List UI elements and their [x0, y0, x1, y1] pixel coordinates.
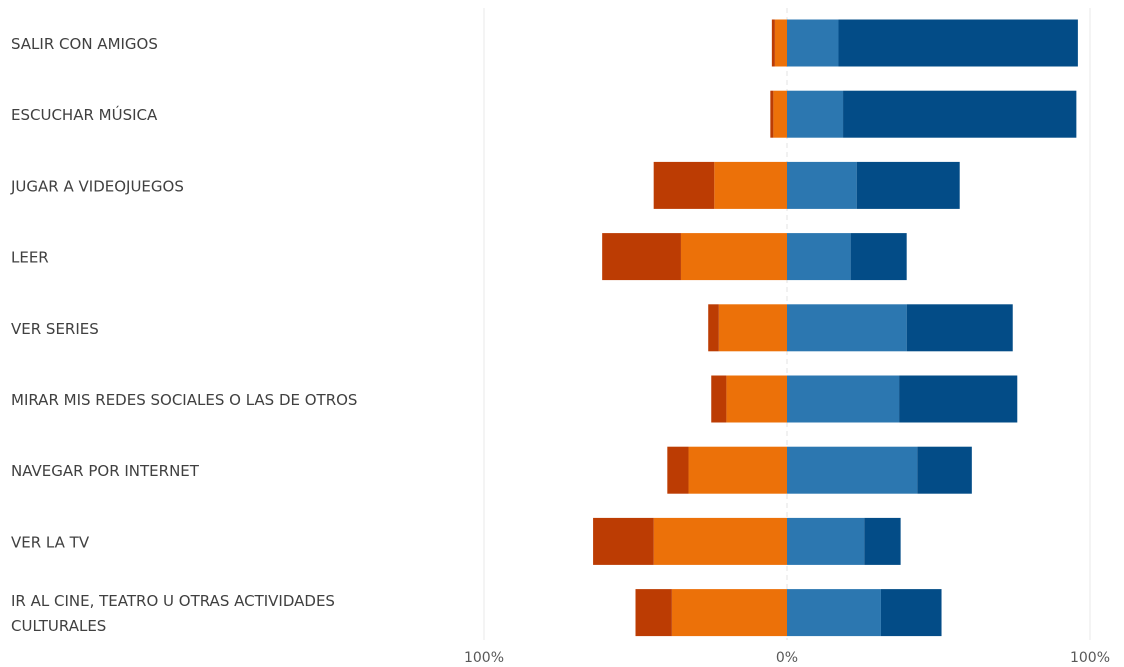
bar-series-2-row-1	[787, 90, 844, 138]
bar-series-2-row-3	[787, 233, 851, 281]
bar-series-3-row-2	[856, 161, 960, 209]
bar-series-2-row-2	[787, 161, 857, 209]
category-label-5: MIRAR MIS REDES SOCIALES O LAS DE OTROS	[11, 391, 357, 409]
bar-series-3-row-6	[917, 446, 972, 494]
bar-series-3-row-8	[880, 589, 942, 637]
bar-series-0-row-2	[653, 161, 715, 209]
bar-series-1-row-4	[718, 304, 787, 352]
category-label-4: VER SERIES	[11, 320, 99, 338]
bar-series-1-row-3	[680, 233, 787, 281]
category-label-2: JUGAR A VIDEOJUEGOS	[10, 177, 184, 195]
bar-series-1-row-2	[714, 161, 787, 209]
bar-series-3-row-3	[850, 233, 907, 281]
x-tick-label-2: 100%	[1070, 650, 1110, 666]
bar-series-0-row-5	[711, 375, 727, 423]
category-label-1: ESCUCHAR MÚSICA	[11, 105, 158, 124]
category-labels: SALIR CON AMIGOS ESCUCHAR MÚSICA JUGAR A V…	[10, 35, 357, 635]
category-label-8-line-1: CULTURALES	[11, 617, 106, 635]
bar-series-0-row-7	[593, 517, 654, 565]
x-tick-label-1: 0%	[776, 650, 798, 666]
category-label-6: NAVEGAR POR INTERNET	[11, 462, 200, 480]
bar-series-2-row-0	[787, 19, 839, 67]
category-label-8-line-0: IR AL CINE, TEATRO U OTRAS ACTIVIDADES	[11, 592, 335, 610]
bar-series-1-row-6	[688, 446, 787, 494]
bar-series-3-row-0	[838, 19, 1078, 67]
x-tick-label-0: 100%	[464, 650, 504, 666]
category-label-3: LEER	[11, 249, 49, 267]
bar-series-2-row-7	[787, 517, 865, 565]
bar-series-1-row-0	[774, 19, 787, 67]
bar-series-3-row-5	[899, 375, 1018, 423]
bar-series-3-row-7	[864, 517, 901, 565]
category-label-7: VER LA TV	[11, 533, 90, 551]
bar-series-0-row-6	[667, 446, 689, 494]
bar-series-0-row-8	[635, 589, 672, 637]
bar-series-1-row-1	[773, 90, 787, 138]
bar-series-0-row-0	[771, 19, 775, 67]
x-axis-tick-labels: 100% 0% 100%	[464, 650, 1110, 666]
bar-series-0-row-3	[602, 233, 681, 281]
bar-series-1-row-5	[726, 375, 787, 423]
bar-series-1-row-7	[653, 517, 787, 565]
bar-series-2-row-4	[787, 304, 907, 352]
bar-series-3-row-4	[906, 304, 1013, 352]
bar-series-2-row-6	[787, 446, 918, 494]
bar-series-0-row-4	[708, 304, 719, 352]
bar-series-2-row-8	[787, 589, 881, 637]
bar-series-2-row-5	[787, 375, 900, 423]
bar-series-3-row-1	[843, 90, 1077, 138]
bar-series-0-row-1	[770, 90, 774, 138]
bar-series-1-row-8	[671, 589, 787, 637]
bars	[593, 19, 1078, 637]
category-label-0: SALIR CON AMIGOS	[11, 35, 158, 53]
